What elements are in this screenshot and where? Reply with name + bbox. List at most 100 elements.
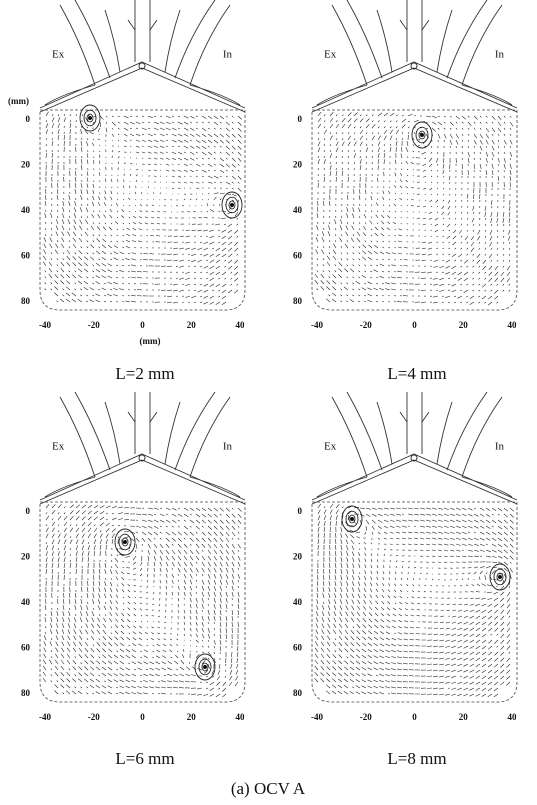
- y-tick-label: 80: [21, 688, 31, 698]
- plot-frame: [39, 501, 246, 703]
- plot-frame: [39, 109, 246, 311]
- panel-caption: L=4 mm: [387, 364, 446, 383]
- x-tick-label: 40: [236, 712, 246, 722]
- y-tick-label: 20: [21, 552, 31, 562]
- vortex: [415, 126, 429, 144]
- exhaust-label: Ex: [52, 49, 65, 61]
- intake-label: In: [495, 441, 505, 453]
- x-tick-label: 40: [508, 320, 518, 330]
- y-tick-label: 40: [21, 205, 31, 215]
- vortex: [83, 109, 97, 127]
- y-tick-label: 0: [26, 506, 31, 516]
- spark-plug: [410, 454, 418, 462]
- panel: Ex In 0 20 40 60 80 -40 -20 0 20 40 (mm) (mm) L=2 mm: [8, 0, 246, 383]
- x-tick-label: 0: [412, 320, 417, 330]
- x-tick-label: -20: [88, 320, 100, 330]
- y-tick-label: 20: [21, 160, 31, 170]
- plot-frame: [311, 501, 518, 703]
- x-unit: (mm): [140, 336, 161, 346]
- cylinder-head: [311, 0, 518, 113]
- vortex: [489, 563, 511, 591]
- vortex-center: [230, 203, 234, 207]
- vortex: [225, 196, 239, 214]
- exhaust-label: Ex: [324, 441, 337, 453]
- y-tick-label: 80: [21, 296, 31, 306]
- panel-caption: L=8 mm: [387, 749, 446, 768]
- vector-field: [42, 504, 242, 698]
- exhaust-label: Ex: [52, 441, 65, 453]
- vortex: [345, 510, 359, 528]
- panel-caption: L=6 mm: [115, 749, 174, 768]
- vector-field: [42, 111, 242, 306]
- x-tick-label: -40: [311, 712, 323, 722]
- y-tick-label: 20: [293, 160, 303, 170]
- x-tick-label: -40: [311, 320, 323, 330]
- x-tick-label: 20: [459, 712, 469, 722]
- vortex: [411, 121, 433, 149]
- y-tick-label: 60: [293, 251, 303, 261]
- y-tick-label: 40: [293, 205, 303, 215]
- y-tick-label: 40: [293, 597, 303, 607]
- vortex: [496, 572, 504, 582]
- vortex: [221, 191, 243, 219]
- y-tick-label: 0: [298, 114, 303, 124]
- x-tick-label: -20: [360, 712, 372, 722]
- vortex: [86, 113, 94, 123]
- y-tick-label: 60: [21, 251, 31, 261]
- spark-plug: [138, 454, 146, 462]
- y-unit: (mm): [8, 96, 29, 106]
- vortex-center: [88, 116, 92, 120]
- cylinder-head: [39, 0, 246, 113]
- vortex: [121, 537, 129, 547]
- vortex: [194, 653, 216, 681]
- vortex-center: [498, 575, 502, 579]
- spark-plug: [138, 62, 146, 70]
- vortex: [348, 514, 356, 524]
- spark-plug: [410, 62, 418, 70]
- x-tick-label: 40: [236, 320, 246, 330]
- vortex: [341, 505, 363, 533]
- y-tick-label: 80: [293, 688, 303, 698]
- panel-caption: L=2 mm: [115, 364, 174, 383]
- plot-frame: [311, 109, 518, 311]
- x-tick-label: 0: [412, 712, 417, 722]
- vortex: [79, 104, 101, 132]
- y-tick-label: 0: [26, 114, 31, 124]
- y-tick-label: 60: [293, 643, 303, 653]
- y-tick-label: 20: [293, 552, 303, 562]
- x-tick-label: -40: [39, 320, 51, 330]
- x-tick-label: -20: [360, 320, 372, 330]
- vortex: [198, 658, 212, 676]
- x-tick-label: 40: [508, 712, 518, 722]
- vortex-center: [350, 517, 354, 521]
- x-tick-label: 20: [187, 320, 197, 330]
- vortex: [228, 200, 236, 210]
- vortex-center: [420, 133, 424, 137]
- x-tick-label: -20: [88, 712, 100, 722]
- intake-label: In: [223, 441, 233, 453]
- y-tick-label: 60: [21, 643, 31, 653]
- cylinder-head: [311, 391, 518, 505]
- vortex: [201, 662, 209, 672]
- y-tick-label: 0: [298, 506, 303, 516]
- vector-field: [314, 503, 514, 698]
- x-tick-label: 20: [459, 320, 469, 330]
- x-tick-label: 20: [187, 712, 197, 722]
- intake-label: In: [495, 49, 505, 61]
- intake-label: In: [223, 49, 233, 61]
- cylinder-head: [39, 391, 246, 505]
- vortex: [118, 533, 132, 551]
- exhaust-label: Ex: [324, 49, 337, 61]
- x-tick-label: 0: [140, 712, 145, 722]
- vortex-center: [203, 665, 207, 669]
- figure-caption: (a) OCV A: [231, 779, 306, 798]
- vortex: [418, 130, 426, 140]
- y-tick-label: 80: [293, 296, 303, 306]
- vortex-center: [123, 540, 127, 544]
- panel: Ex In 0 20 40 60 80 -40 -20 0 20 40 L=8 mm: [293, 391, 518, 768]
- x-tick-label: 0: [140, 320, 145, 330]
- x-tick-label: -40: [39, 712, 51, 722]
- panel: Ex In 0 20 40 60 80 -40 -20 0 20 40 L=4 mm: [293, 0, 518, 383]
- vortex: [493, 568, 507, 586]
